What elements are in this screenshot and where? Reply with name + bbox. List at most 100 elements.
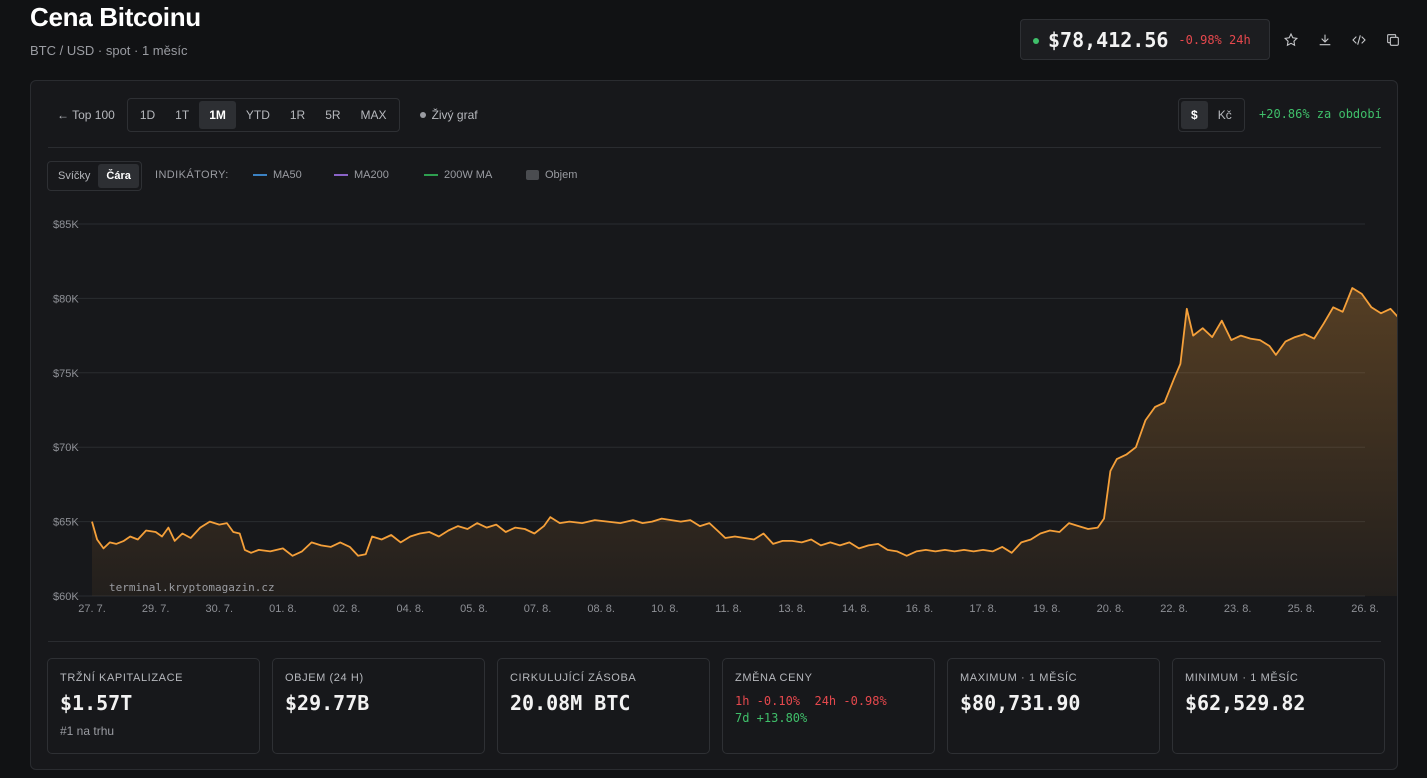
x-tick-label: 07. 8. — [524, 603, 552, 615]
range-button-1r[interactable]: 1R — [289, 108, 306, 122]
indicator-ma200[interactable]: MA200 — [334, 169, 389, 181]
watermark-label: terminal.kryptomagazin.cz — [109, 581, 275, 594]
live-indicator-dot — [1033, 38, 1039, 44]
indicator-ma50-label: MA50 — [273, 169, 302, 181]
current-price: $78,412.56 — [1048, 27, 1169, 52]
indicator-volume[interactable]: Objem — [526, 169, 577, 181]
chart-type-line[interactable]: Čára — [98, 164, 139, 188]
stat-value: $62,529.82 — [1185, 691, 1306, 715]
x-tick-label: 26. 8. — [1351, 603, 1379, 615]
x-tick-label: 30. 7. — [206, 603, 234, 615]
price-line-series — [91, 287, 1397, 557]
toolbar-divider — [48, 147, 1381, 148]
range-button-5r[interactable]: 5R — [325, 108, 341, 122]
download-icon[interactable] — [1314, 29, 1336, 51]
time-range-selector: 1D 1T 1M YTD 1R 5R MAX — [126, 98, 400, 132]
chart-divider — [48, 641, 1381, 642]
x-tick-label: 10. 8. — [651, 603, 679, 615]
change-24h: 24h -0.98% — [814, 694, 887, 708]
stat-label: ZMĚNA CENY — [735, 672, 813, 684]
period-change: +20.86% za období — [1259, 107, 1382, 121]
range-button-1t[interactable]: 1T — [175, 108, 190, 122]
y-tick-label: $75K — [53, 368, 79, 380]
y-tick-label: $80K — [53, 293, 79, 305]
copy-icon[interactable] — [1382, 29, 1404, 51]
x-tick-label: 14. 8. — [842, 603, 870, 615]
ma50-line-swatch — [253, 174, 267, 176]
stat-card-market-cap: TRŽNÍ KAPITALIZACE $1.57T #1 na trhu — [47, 658, 260, 754]
stat-value: 20.08M BTC — [510, 691, 631, 715]
ma200w-line-swatch — [424, 174, 438, 176]
stat-value: $80,731.90 — [960, 691, 1081, 715]
indicator-ma200-label: MA200 — [354, 169, 389, 181]
range-button-ytd[interactable]: YTD — [245, 108, 270, 122]
x-tick-label: 29. 7. — [142, 603, 170, 615]
volume-swatch — [526, 170, 539, 180]
x-tick-label: 08. 8. — [587, 603, 615, 615]
range-button-1m[interactable]: 1M — [199, 101, 236, 129]
x-tick-label: 11. 8. — [715, 603, 742, 615]
live-dot-icon — [419, 112, 426, 118]
stat-label: MINIMUM · 1 MĚSÍC — [1185, 672, 1299, 684]
x-tick-label: 27. 7. — [78, 603, 106, 615]
back-to-top100-link[interactable]: ← Top 100 — [57, 108, 115, 122]
price-box: $78,412.56 -0.98% 24h — [1020, 19, 1270, 60]
x-tick-label: 23. 8. — [1224, 603, 1252, 615]
live-chart-toggle[interactable]: Živý graf — [419, 108, 478, 122]
price-change-24h: -0.98% 24h — [1178, 32, 1251, 47]
header-actions — [1280, 29, 1404, 51]
stat-card-volume: OBJEM (24 H) $29.77B — [272, 658, 485, 754]
x-tick-label: 16. 8. — [906, 603, 934, 615]
x-tick-label: 05. 8. — [460, 603, 488, 615]
page-title: Cena Bitcoinu — [30, 2, 201, 32]
star-icon[interactable] — [1280, 29, 1302, 51]
stat-label: CIRKULUJÍCÍ ZÁSOBA — [510, 672, 637, 684]
stat-card-min: MINIMUM · 1 MĚSÍC $62,529.82 — [1172, 658, 1385, 754]
stat-value: $1.57T — [60, 691, 133, 715]
stat-label: TRŽNÍ KAPITALIZACE — [60, 672, 184, 684]
y-tick-label: $60K — [53, 591, 79, 603]
range-button-1d[interactable]: 1D — [139, 108, 156, 122]
range-button-max[interactable]: MAX — [360, 108, 387, 122]
y-tick-label: $70K — [53, 442, 79, 454]
x-tick-label: 02. 8. — [333, 603, 361, 615]
stat-label: MAXIMUM · 1 MĚSÍC — [960, 672, 1078, 684]
stats-row: TRŽNÍ KAPITALIZACE $1.57T #1 na trhu OBJ… — [47, 658, 1385, 754]
embed-code-icon[interactable] — [1348, 29, 1370, 51]
stat-card-price-change: ZMĚNA CENY 1h -0.10% 24h -0.98% 7d +13.8… — [722, 658, 935, 754]
y-tick-label: $65K — [53, 517, 79, 529]
indicator-200w-ma-label: 200W MA — [444, 169, 493, 181]
x-tick-label: 20. 8. — [1097, 603, 1125, 615]
ma200-line-swatch — [334, 174, 348, 176]
x-tick-label: 13. 8. — [778, 603, 806, 615]
indicator-volume-label: Objem — [545, 169, 578, 181]
x-tick-label: 22. 8. — [1160, 603, 1188, 615]
stat-card-max: MAXIMUM · 1 MĚSÍC $80,731.90 — [947, 658, 1160, 754]
chart-toolbar: ← Top 100 1D 1T 1M YTD 1R 5R MAX Živý gr… — [48, 98, 478, 132]
x-tick-label: 25. 8. — [1288, 603, 1316, 615]
stat-card-supply: CIRKULUJÍCÍ ZÁSOBA 20.08M BTC — [497, 658, 710, 754]
x-tick-label: 17. 8. — [969, 603, 997, 615]
y-tick-label: $85K — [53, 219, 79, 231]
stat-value: $29.77B — [285, 691, 370, 715]
x-tick-label: 19. 8. — [1033, 603, 1061, 615]
price-area-fill — [92, 288, 1397, 596]
chart-type-selector: Svíčky Čára — [47, 161, 142, 191]
currency-button-czk[interactable]: Kč — [1217, 108, 1232, 122]
stat-sub: #1 na trhu — [60, 724, 115, 738]
x-tick-label: 04. 8. — [396, 603, 424, 615]
x-tick-label: 01. 8. — [269, 603, 297, 615]
change-7d: 7d +13.80% — [735, 711, 808, 725]
change-1h: 1h -0.10% — [735, 694, 801, 708]
indicator-200w-ma[interactable]: 200W MA — [424, 169, 492, 181]
currency-button-usd[interactable]: $ — [1181, 101, 1208, 129]
indicators-label: INDIKÁTORY: — [155, 169, 229, 181]
live-chart-label: Živý graf — [431, 108, 478, 122]
stat-label: OBJEM (24 H) — [285, 672, 364, 684]
indicator-ma50[interactable]: MA50 — [253, 169, 302, 181]
chart-type-candles[interactable]: Svíčky — [58, 170, 91, 182]
page-subtitle: BTC / USD · spot · 1 měsíc — [30, 43, 188, 58]
currency-selector: $ Kč — [1178, 98, 1245, 132]
chart-panel: ← Top 100 1D 1T 1M YTD 1R 5R MAX Živý gr… — [30, 80, 1398, 770]
